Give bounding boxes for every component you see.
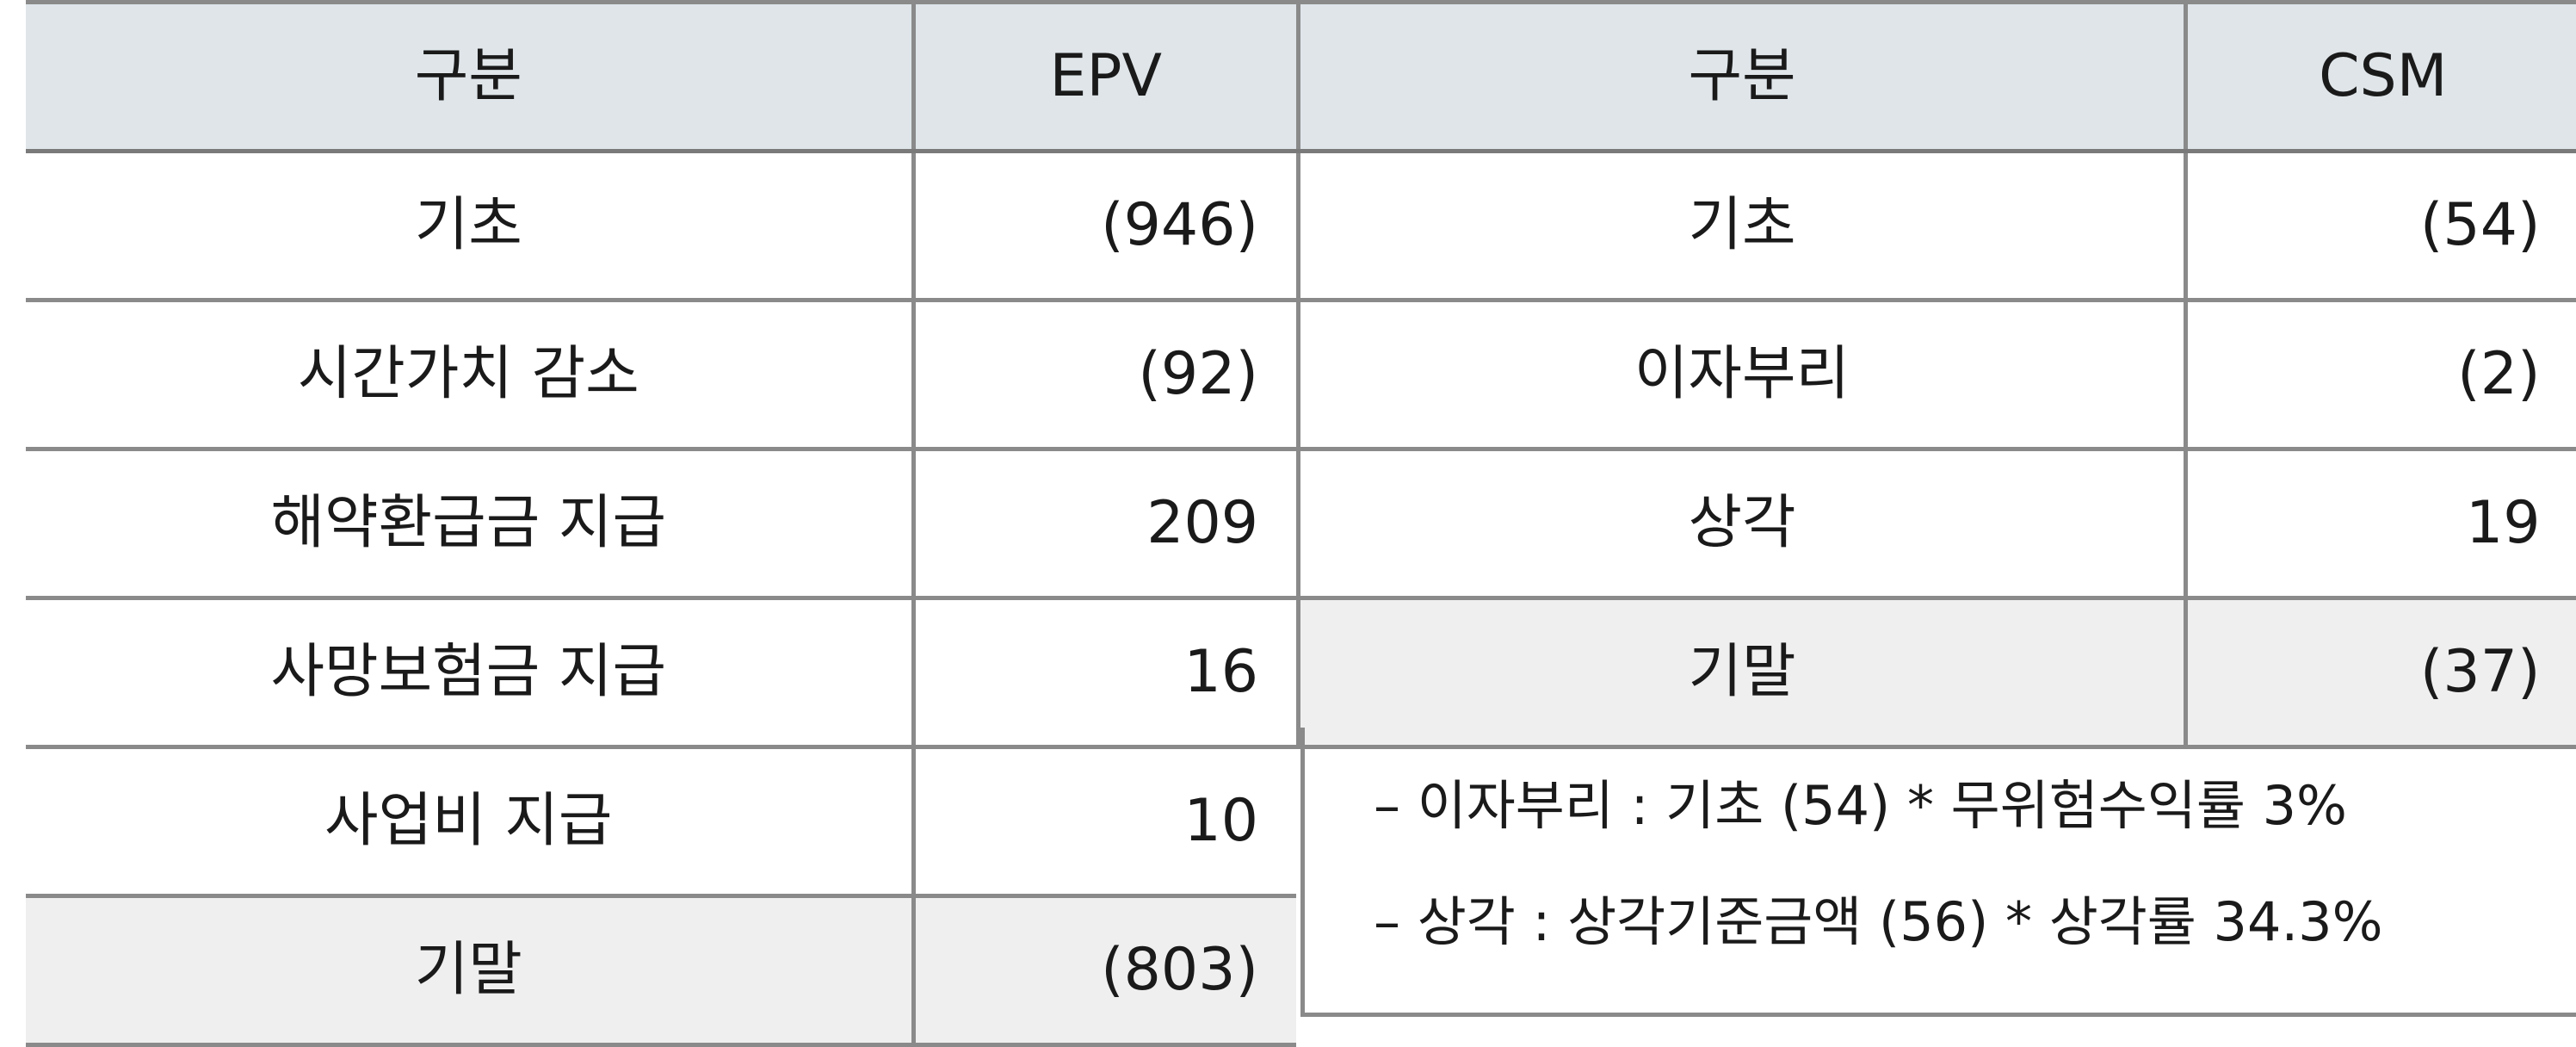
row-label: 시간가치 감소 — [26, 300, 913, 449]
table-row: 상각 19 — [1299, 449, 2576, 598]
row-value: (2) — [2186, 300, 2576, 449]
row-label: 기말 — [26, 896, 913, 1045]
row-value: (54) — [2186, 152, 2576, 300]
epv-table: 구분 EPV 기초 (946) 시간가치 감소 (92) 해약환급금 지급 20… — [26, 0, 1296, 1047]
row-value: 209 — [913, 449, 1296, 598]
row-value: 10 — [913, 747, 1296, 896]
table-row: 기초 (54) — [1299, 152, 2576, 300]
row-label: 사업비 지급 — [26, 747, 913, 896]
note-interest-accretion: – 이자부리 : 기초 (54) * 무위험수익률 3% — [1374, 779, 2347, 833]
table-row: 사망보험금 지급 16 — [26, 598, 1296, 747]
row-label: 상각 — [1299, 449, 2186, 598]
row-value: 19 — [2186, 449, 2576, 598]
table-row: 기초 (946) — [26, 152, 1296, 300]
total-row: 기말 (803) — [26, 896, 1296, 1045]
row-label: 사망보험금 지급 — [26, 598, 913, 747]
total-row: 기말 (37) — [1299, 598, 2576, 747]
table-row: 이자부리 (2) — [1299, 300, 2576, 449]
column-header-category: 구분 — [1299, 3, 2186, 152]
row-label: 기초 — [1299, 152, 2186, 300]
row-label: 이자부리 — [1299, 300, 2186, 449]
row-label: 기말 — [1299, 598, 2186, 747]
column-header-csm: CSM — [2186, 3, 2576, 152]
row-value: (37) — [2186, 598, 2576, 747]
table-row: 해약환급금 지급 209 — [26, 449, 1296, 598]
table-header-row: 구분 CSM — [1299, 3, 2576, 152]
column-header-category: 구분 — [26, 3, 913, 152]
csm-table: 구분 CSM 기초 (54) 이자부리 (2) 상각 19 기말 (37) — [1296, 0, 2576, 749]
table-header-row: 구분 EPV — [26, 3, 1296, 152]
table-row: 사업비 지급 10 — [26, 747, 1296, 896]
note-amortization: – 상각 : 상각기준금액 (56) * 상각률 34.3% — [1374, 895, 2383, 949]
row-label: 해약환급금 지급 — [26, 449, 913, 598]
table-row: 시간가치 감소 (92) — [26, 300, 1296, 449]
calculation-notes: – 이자부리 : 기초 (54) * 무위험수익률 3% – 상각 : 상각기준… — [1300, 728, 2576, 1017]
row-label: 기초 — [26, 152, 913, 300]
row-value: (92) — [913, 300, 1296, 449]
row-value: (803) — [913, 896, 1296, 1045]
column-header-epv: EPV — [913, 3, 1296, 152]
row-value: (946) — [913, 152, 1296, 300]
row-value: 16 — [913, 598, 1296, 747]
